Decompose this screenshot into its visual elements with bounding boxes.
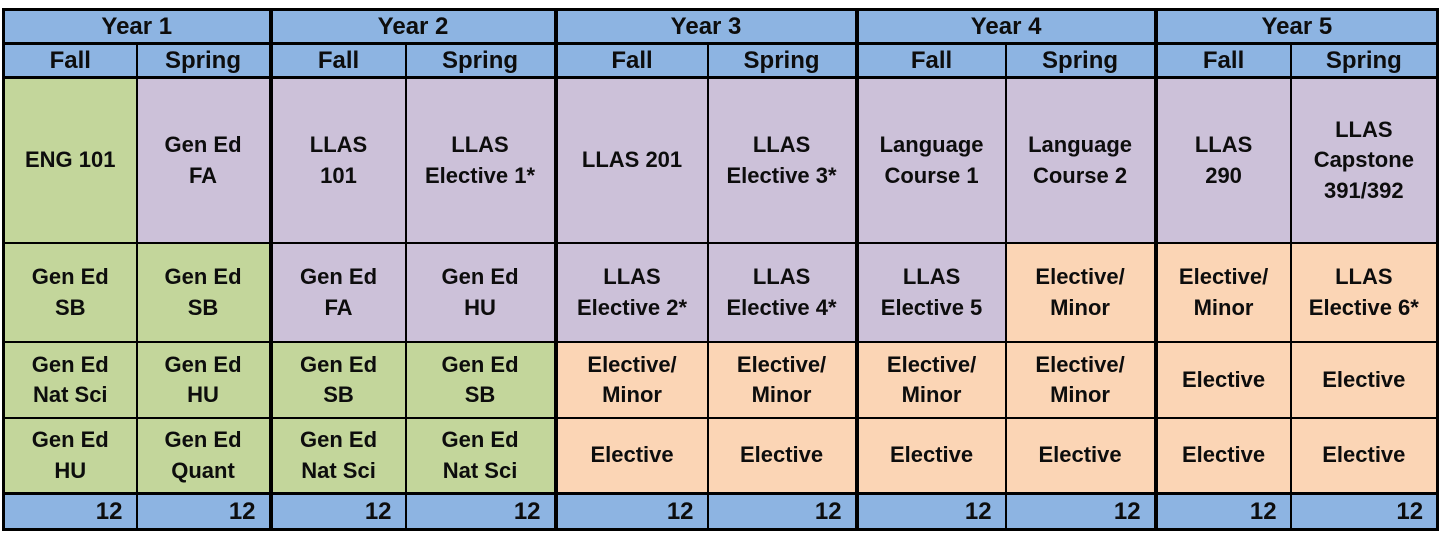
course-cell: LLAS 201	[553, 76, 709, 244]
course-cell: Gen Ed SB	[268, 341, 407, 419]
course-cell: LLAS Elective 3*	[706, 76, 858, 244]
course-cell: Elective	[1153, 341, 1292, 419]
course-cell: Gen Ed Nat Sci	[268, 417, 407, 495]
course-cell: LLAS Capstone 391/392	[1289, 76, 1439, 244]
credit-total-cell: 12	[135, 491, 272, 531]
semester-header: Spring	[404, 42, 557, 79]
course-cell: ENG 101	[2, 76, 138, 244]
credit-totals-row: 12 12 12 12 12 12 12 12 12 12	[2, 491, 1439, 531]
year-header: Year 1	[2, 8, 272, 45]
year-header: Year 5	[1153, 8, 1439, 45]
course-cell: Gen Ed HU	[404, 242, 557, 343]
course-cell: Gen Ed Nat Sci	[404, 417, 557, 495]
credit-total-cell: 12	[706, 491, 858, 531]
course-cell: Gen Ed SB	[135, 242, 272, 343]
semester-header: Fall	[854, 42, 1007, 79]
course-cell: Gen Ed FA	[268, 242, 407, 343]
course-cell: LLAS Elective 1*	[404, 76, 557, 244]
credit-total-cell: 12	[1153, 491, 1292, 531]
course-cell: LLAS Elective 4*	[706, 242, 858, 343]
course-cell: Elective	[706, 417, 858, 495]
course-cell: Elective	[1004, 417, 1157, 495]
course-cell: Elective	[553, 417, 709, 495]
course-cell: Elective	[1153, 417, 1292, 495]
semester-header: Spring	[1289, 42, 1439, 79]
course-row: Gen Ed HU Gen Ed Quant Gen Ed Nat Sci Ge…	[2, 417, 1439, 495]
course-cell: Elective/ Minor	[553, 341, 709, 419]
course-cell: Gen Ed Nat Sci	[2, 341, 138, 419]
semester-header: Fall	[268, 42, 407, 79]
course-cell: Gen Ed SB	[2, 242, 138, 343]
course-cell: LLAS Elective 6*	[1289, 242, 1439, 343]
semester-header-row: Fall Spring Fall Spring Fall Spring Fall…	[2, 42, 1439, 79]
credit-total-cell: 12	[1289, 491, 1439, 531]
course-cell: Elective/ Minor	[1004, 341, 1157, 419]
course-cell: Language Course 2	[1004, 76, 1157, 244]
course-row: ENG 101 Gen Ed FA LLAS 101 LLAS Elective…	[2, 76, 1439, 244]
semester-header: Fall	[553, 42, 709, 79]
credit-total-cell: 12	[2, 491, 138, 531]
course-cell: LLAS 101	[268, 76, 407, 244]
year-header: Year 2	[268, 8, 557, 45]
course-cell: Elective/ Minor	[854, 341, 1007, 419]
course-cell: Elective	[1289, 341, 1439, 419]
year-header-row: Year 1 Year 2 Year 3 Year 4 Year 5	[2, 8, 1439, 45]
course-cell: Language Course 1	[854, 76, 1007, 244]
year-header: Year 3	[553, 8, 858, 45]
course-row: Gen Ed SB Gen Ed SB Gen Ed FA Gen Ed HU …	[2, 242, 1439, 343]
course-cell: Gen Ed SB	[404, 341, 557, 419]
credit-total-cell: 12	[404, 491, 557, 531]
semester-header: Spring	[706, 42, 858, 79]
course-cell: Gen Ed FA	[135, 76, 272, 244]
course-row: Gen Ed Nat Sci Gen Ed HU Gen Ed SB Gen E…	[2, 341, 1439, 419]
curriculum-table: Year 1 Year 2 Year 3 Year 4 Year 5 Fall …	[2, 8, 1440, 532]
course-cell: LLAS Elective 2*	[553, 242, 709, 343]
course-cell: Elective/ Minor	[706, 341, 858, 419]
semester-header: Fall	[2, 42, 138, 79]
course-cell: Gen Ed HU	[135, 341, 272, 419]
course-cell: LLAS Elective 5	[854, 242, 1007, 343]
semester-header: Fall	[1153, 42, 1292, 79]
course-cell: Gen Ed Quant	[135, 417, 272, 495]
course-cell: Gen Ed HU	[2, 417, 138, 495]
credit-total-cell: 12	[268, 491, 407, 531]
course-cell: Elective	[1289, 417, 1439, 495]
year-header: Year 4	[854, 8, 1157, 45]
credit-total-cell: 12	[854, 491, 1007, 531]
credit-total-cell: 12	[1004, 491, 1157, 531]
semester-header: Spring	[1004, 42, 1157, 79]
semester-header: Spring	[135, 42, 272, 79]
course-cell: Elective	[854, 417, 1007, 495]
course-cell: Elective/ Minor	[1004, 242, 1157, 343]
course-cell: LLAS 290	[1153, 76, 1292, 244]
course-cell: Elective/ Minor	[1153, 242, 1292, 343]
credit-total-cell: 12	[553, 491, 709, 531]
